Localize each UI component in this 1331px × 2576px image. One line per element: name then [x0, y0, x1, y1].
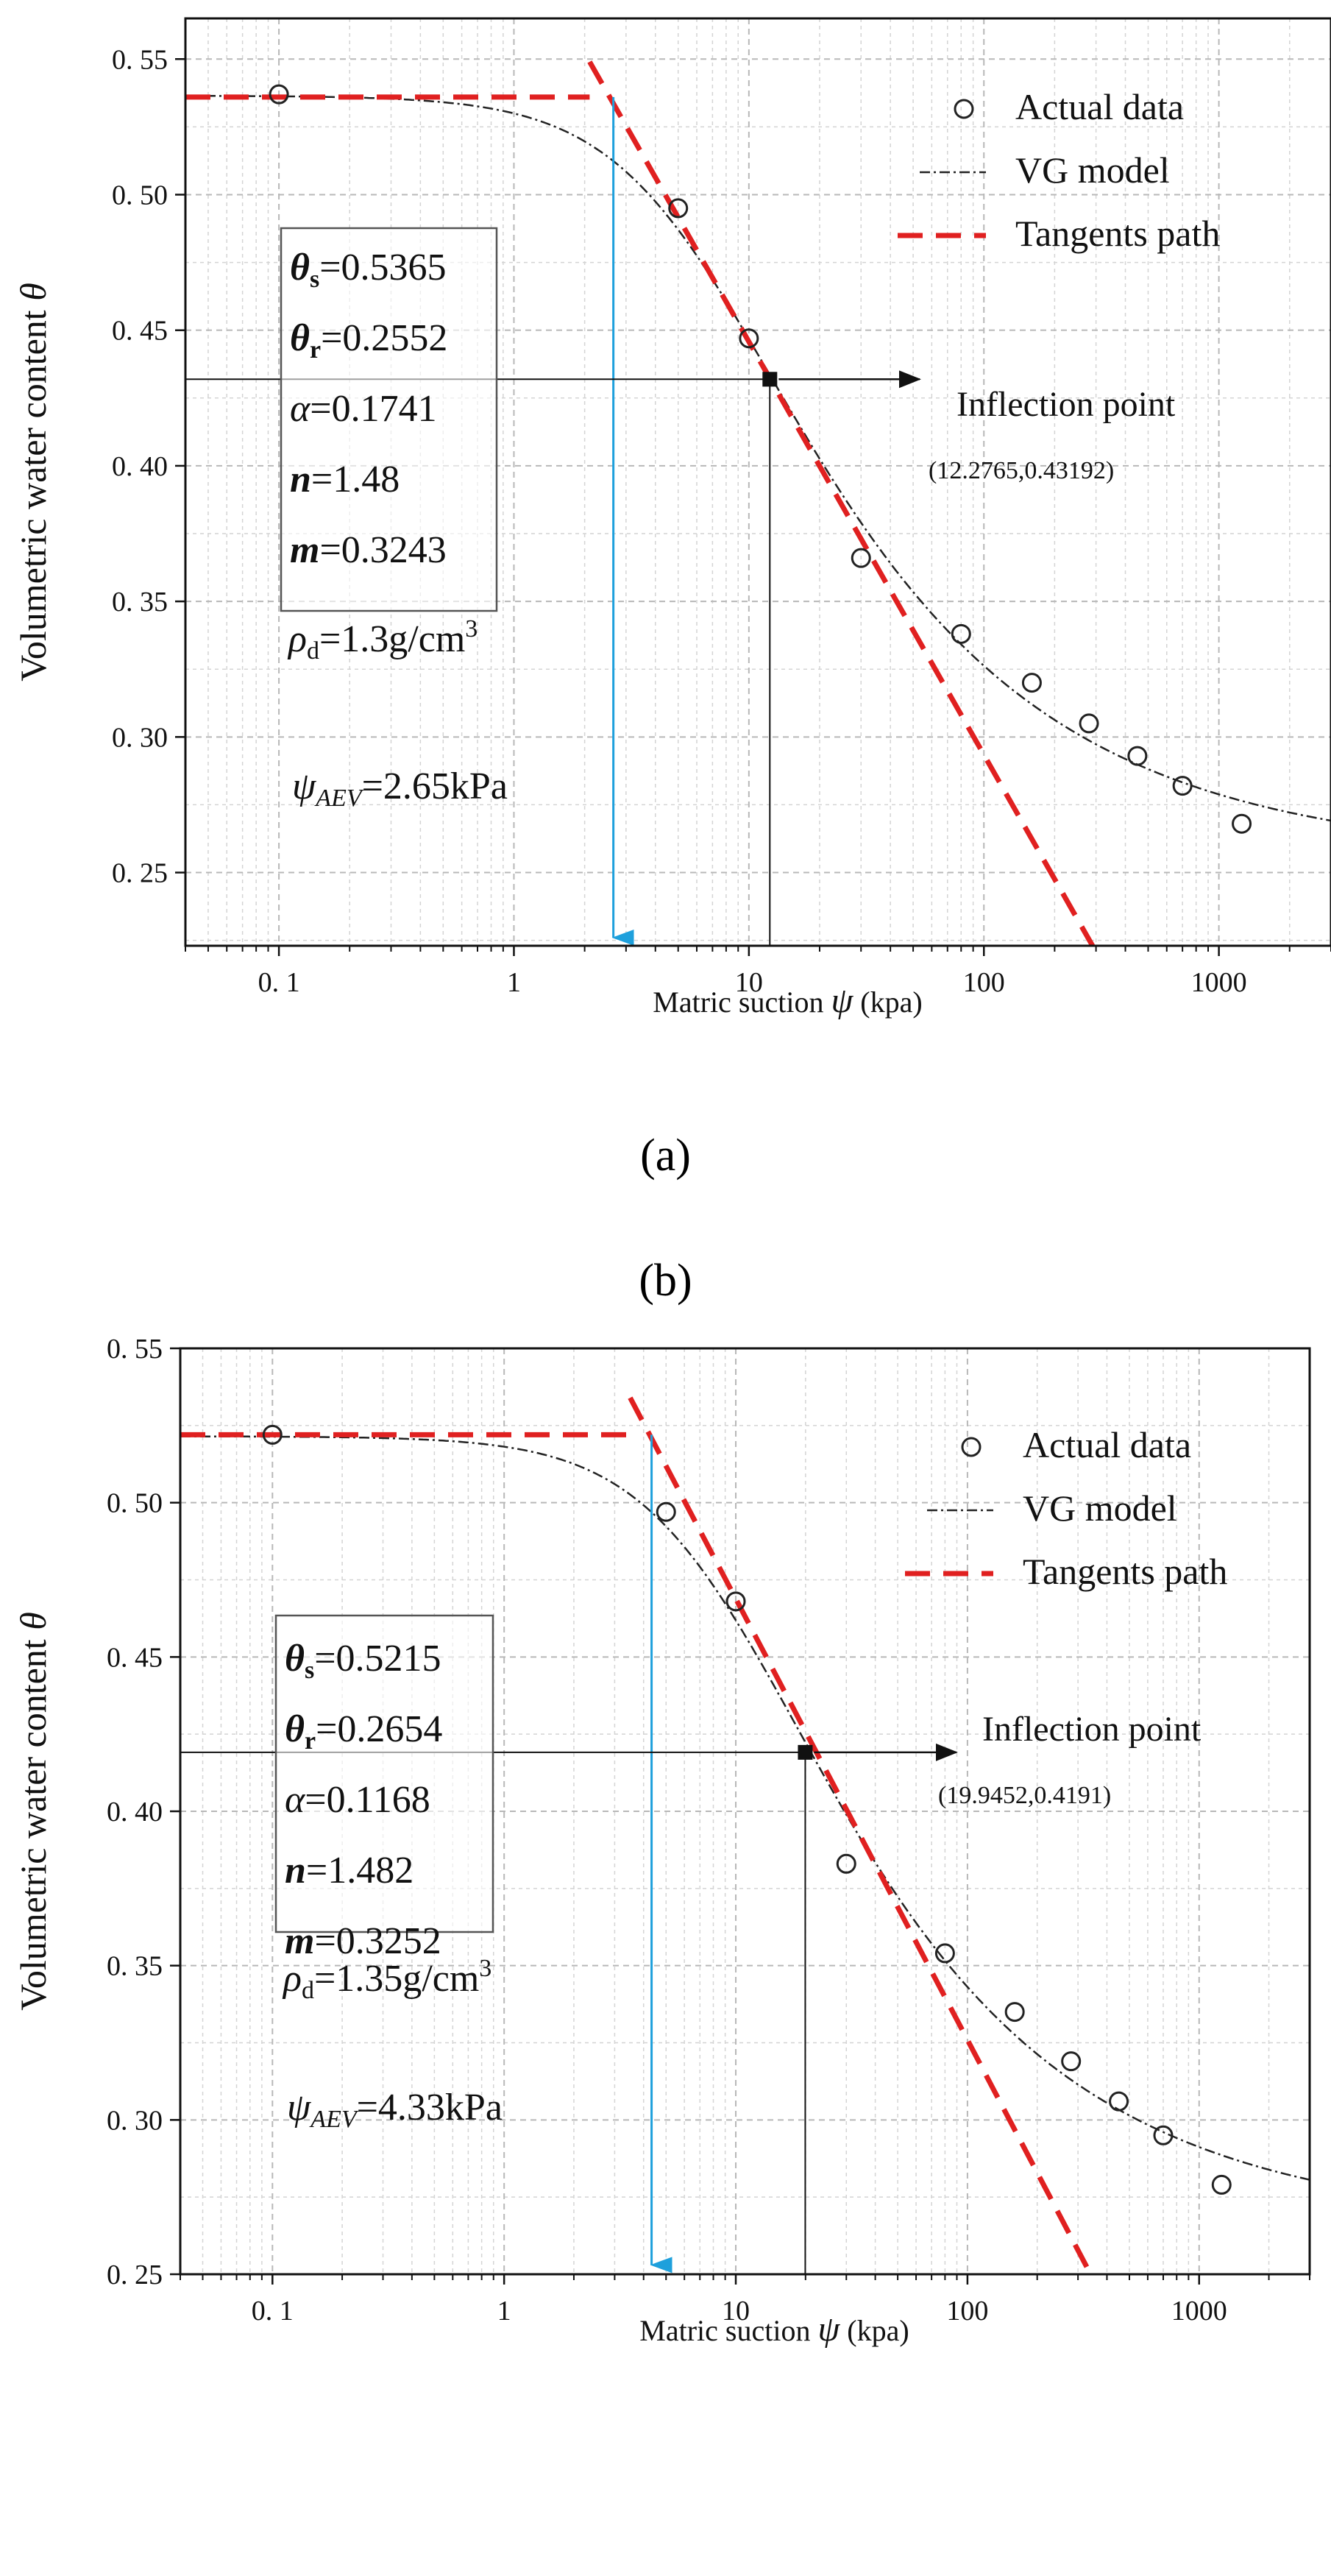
- plot-area: [180, 1348, 1310, 2274]
- inflection-label: Inflection point: [982, 1710, 1202, 1749]
- data-point: [951, 623, 971, 644]
- data-point: [1153, 2125, 1174, 2145]
- y-tick-label: 0. 40: [112, 451, 168, 482]
- data-point: [851, 548, 871, 568]
- data-point: [1061, 2051, 1082, 2072]
- chart-b: Inflection point (19.9452,0.4191) 0. 1 1 10 1…: [13, 1334, 1311, 2349]
- parameter-box: [274, 1614, 494, 1933]
- parameter-box: [280, 227, 498, 612]
- x-tick-label: 100: [963, 967, 1005, 998]
- y-tick-label: 0. 30: [107, 2105, 163, 2136]
- inflection-coords: (12.2765,0.43192): [929, 457, 1114, 484]
- x-tick-label: 0. 1: [252, 2296, 294, 2326]
- plot-area: [185, 18, 1331, 946]
- x-tick-label: 1: [497, 2296, 511, 2326]
- chart-a: Inflection point (12.2765,0.43192) 0. 1 1 10…: [13, 17, 1331, 1020]
- y-tick-label: 0. 35: [107, 1951, 163, 1982]
- data-point: [656, 1501, 676, 1522]
- figure-a: Inflection point (12.2765,0.43192) 0. 1 1 10…: [0, 0, 1331, 1192]
- tangent-slope: [628, 1396, 1093, 2274]
- data-point: [1021, 673, 1042, 693]
- aev-text: ψAEV=4.33kPa: [287, 2087, 503, 2133]
- parameter-line: n=1.48: [290, 459, 400, 500]
- legend-label: Tangents path: [1023, 1551, 1227, 1592]
- density-text: ρd=1.3g/cm3: [287, 615, 478, 665]
- y-tick-label: 0. 40: [107, 1797, 163, 1827]
- y-tick-label: 0. 55: [112, 44, 168, 75]
- vg-model-curve: [185, 94, 1331, 822]
- x-tick-label: 1000: [1171, 2296, 1227, 2326]
- x-tick-label: 0. 1: [258, 967, 300, 998]
- x-tick-label: 1: [507, 967, 521, 998]
- data-point: [269, 84, 289, 105]
- data-point: [1172, 776, 1193, 796]
- y-tick-label: 0. 35: [112, 587, 168, 618]
- data-point: [934, 1943, 955, 1964]
- x-tick-label: 10: [722, 2296, 750, 2326]
- parameter-line: α=0.1741: [290, 388, 437, 430]
- y-tick-label: 0. 55: [107, 1334, 163, 1365]
- data-point: [836, 1853, 856, 1874]
- legend-label: Actual data: [1023, 1424, 1191, 1465]
- tangent-slope: [587, 60, 1095, 946]
- data-point: [262, 1424, 283, 1445]
- inflection-point-marker: [798, 1744, 813, 1760]
- y-tick-label: 0. 25: [112, 858, 168, 889]
- x-axis-title: Matric suction ψ (kpa): [639, 2310, 909, 2349]
- parameter-line: θr=0.2654: [285, 1708, 442, 1755]
- x-tick-label: 100: [946, 2296, 988, 2326]
- parameter-line: θs=0.5215: [285, 1638, 441, 1684]
- data-point: [1004, 2002, 1025, 2023]
- data-point: [1211, 2174, 1232, 2195]
- parameter-line: m=0.3243: [290, 529, 447, 571]
- data-point: [1079, 713, 1099, 734]
- y-tick-label: 0. 45: [112, 316, 168, 347]
- panel-label-b: (b): [639, 1256, 692, 1306]
- legend-label: VG model: [1023, 1487, 1177, 1529]
- parameter-line: n=1.482: [285, 1850, 414, 1892]
- density-text: ρd=1.35g/cm3: [282, 1955, 491, 2004]
- data-point: [739, 328, 759, 349]
- y-tick-label: 0. 45: [107, 1642, 163, 1673]
- data-point: [668, 198, 689, 219]
- y-axis-title: Volumetric water content θ: [13, 283, 54, 682]
- panel-label-a: (a): [640, 1130, 691, 1181]
- data-point: [1109, 2091, 1129, 2112]
- y-tick-label: 0. 25: [107, 2260, 163, 2290]
- data-point: [1127, 746, 1148, 766]
- axes-frame: [184, 17, 1331, 947]
- figure-b: Inflection point (19.9452,0.4191) 0. 1 1 10 1…: [0, 1288, 1331, 2576]
- parameter-line: α=0.1168: [285, 1779, 430, 1821]
- y-tick-label: 0. 30: [112, 722, 168, 753]
- inflection-label: Inflection point: [956, 385, 1176, 424]
- data-point: [725, 1591, 746, 1612]
- data-point: [1232, 813, 1252, 834]
- x-axis-title: Matric suction ψ (kpa): [653, 981, 922, 1020]
- legend-symbol-actual: [954, 99, 974, 119]
- y-tick-label: 0. 50: [112, 180, 168, 210]
- y-tick-label: 0. 50: [107, 1488, 163, 1519]
- grid-minor: [185, 18, 1331, 946]
- y-axis-title: Volumetric water content θ: [13, 1612, 54, 2011]
- legend-label: Tangents path: [1015, 213, 1220, 254]
- parameter-line: θr=0.2552: [290, 317, 447, 364]
- inflection-coords: (19.9452,0.4191): [938, 1782, 1111, 1809]
- legend-label: VG model: [1015, 149, 1170, 191]
- aev-text: ψAEV=2.65kPa: [292, 765, 508, 812]
- parameter-line: θs=0.5365: [290, 247, 447, 293]
- legend-symbol-actual: [961, 1437, 982, 1457]
- x-tick-label: 10: [735, 967, 763, 998]
- legend-label: Actual data: [1015, 86, 1184, 127]
- x-tick-label: 1000: [1191, 967, 1247, 998]
- inflection-point-marker: [762, 372, 778, 387]
- vg-model-curve: [180, 1435, 1310, 2181]
- parameter-line: m=0.3252: [285, 1920, 441, 1962]
